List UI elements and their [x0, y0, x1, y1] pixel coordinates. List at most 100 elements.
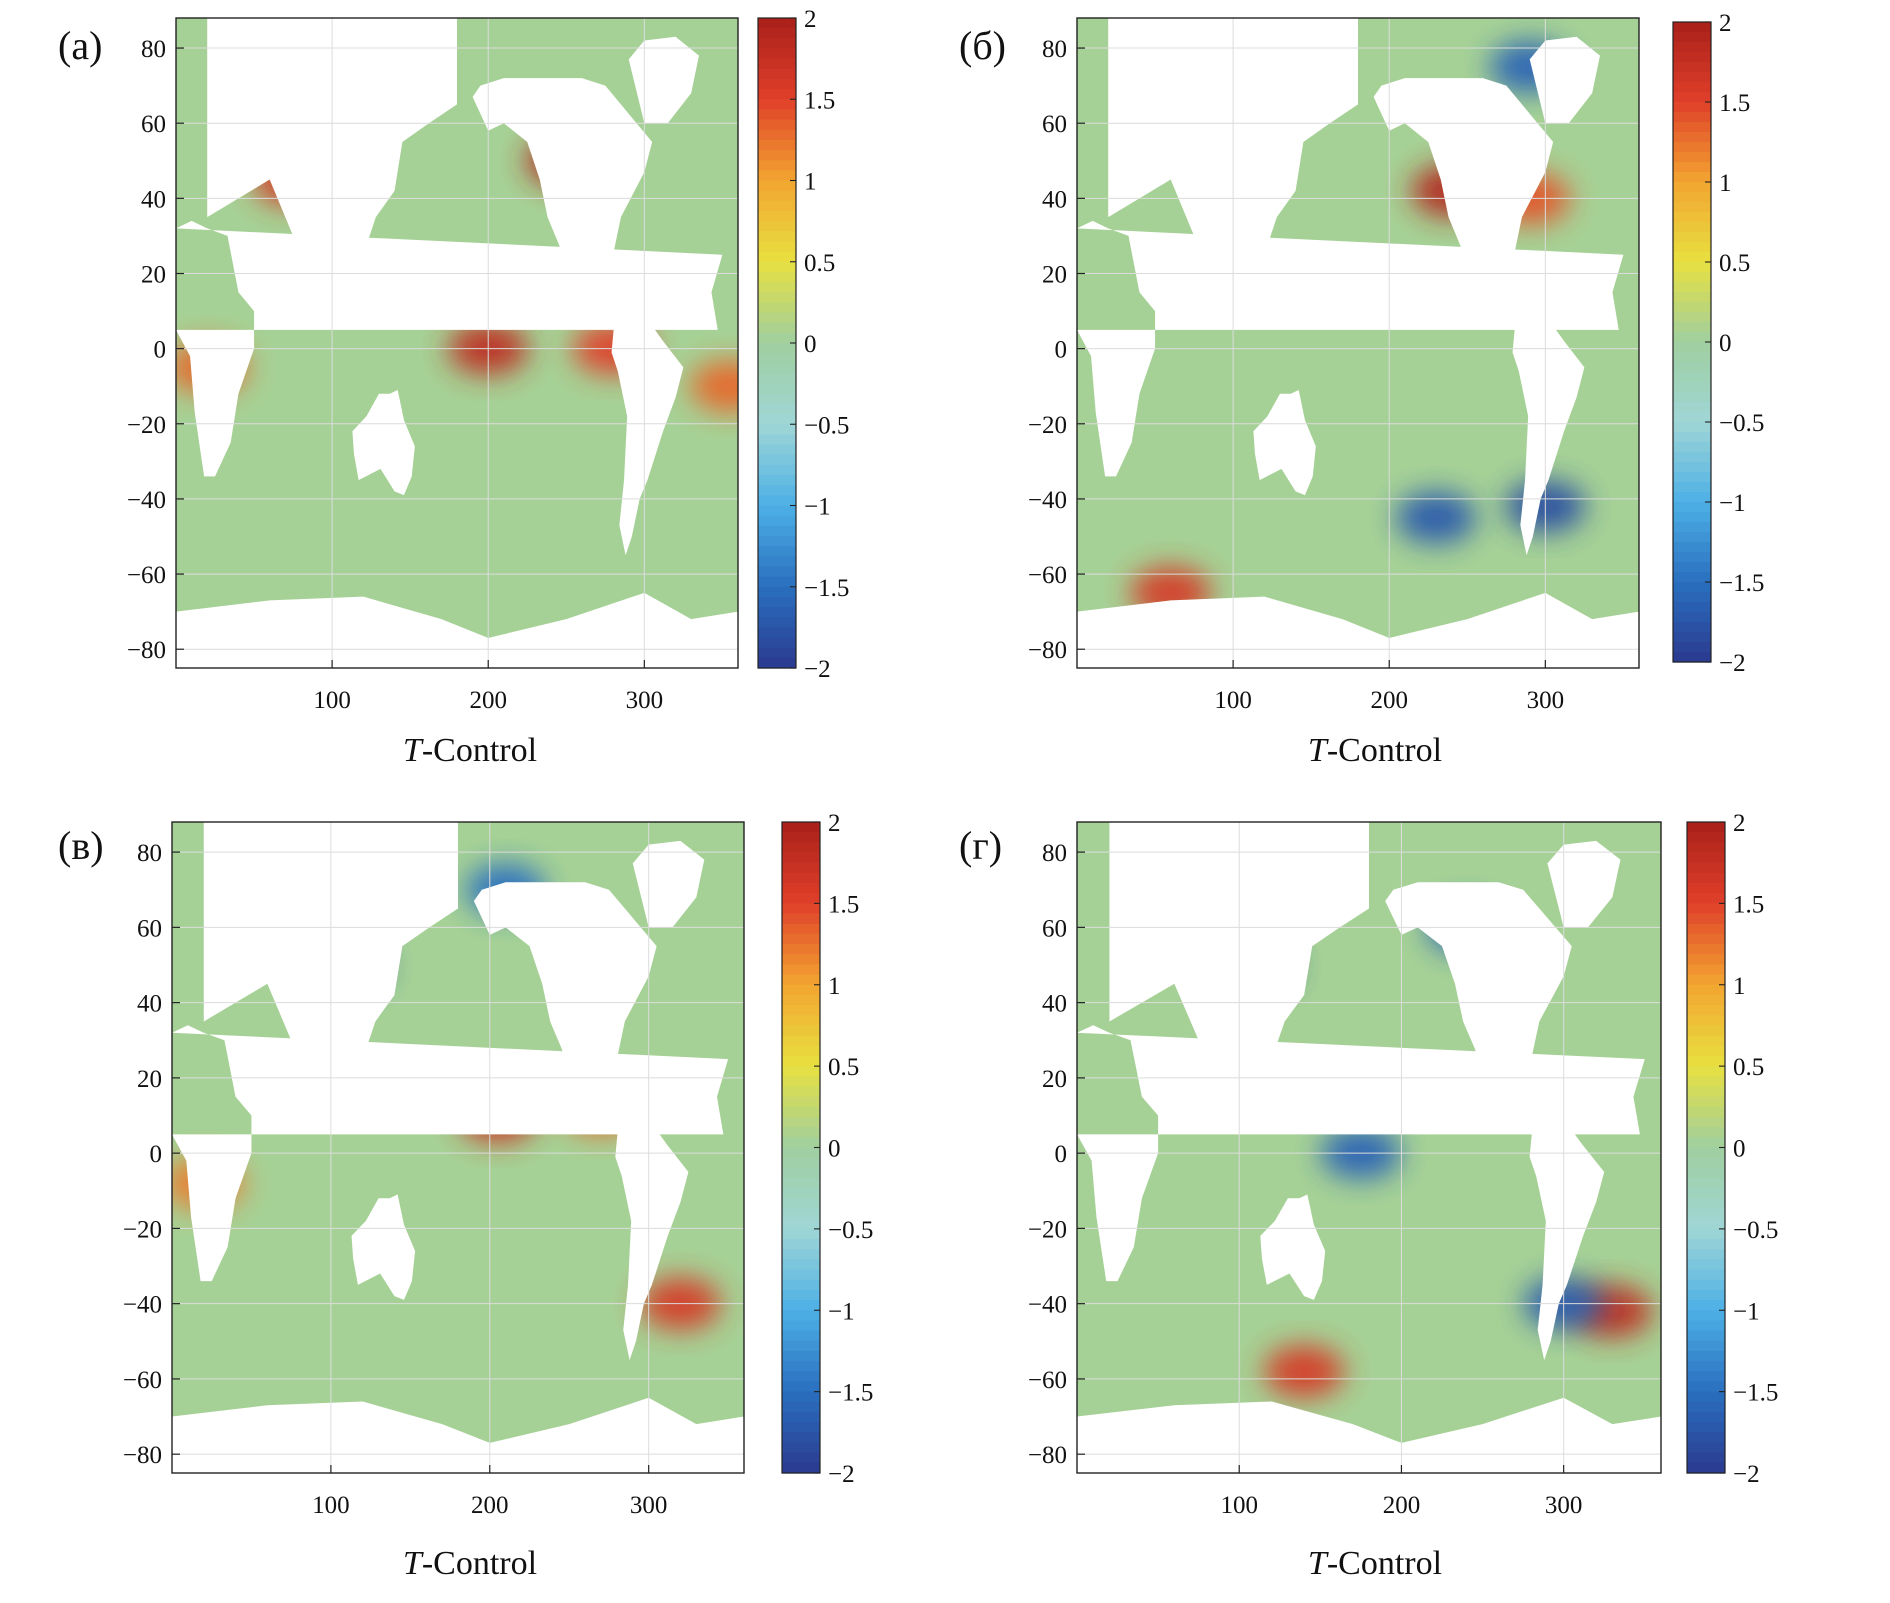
colorbar-step — [758, 383, 796, 395]
colorbar-step — [758, 312, 796, 324]
x-tick-label: 200 — [471, 1492, 509, 1519]
panel-label: (б) — [959, 23, 1006, 68]
colorbar-step — [1687, 1167, 1725, 1179]
colorbar-step — [1687, 1218, 1725, 1230]
colorbar-step — [1687, 1269, 1725, 1281]
land-mask-greenland — [1547, 840, 1621, 928]
colorbar-step — [782, 964, 820, 976]
x-tick-label: 300 — [1545, 1492, 1583, 1519]
colorbar-tick-label: 2 — [804, 6, 817, 33]
colorbar-step — [1687, 1228, 1725, 1240]
y-tick-label: 80 — [1042, 840, 1067, 867]
colorbar-step — [758, 332, 796, 344]
colorbar-step — [1673, 92, 1711, 103]
colorbar-step — [758, 414, 796, 425]
colorbar-step — [1673, 182, 1711, 193]
colorbar-step — [1673, 362, 1711, 373]
anomaly-hotspot — [1264, 1345, 1345, 1398]
colorbar-step — [1673, 282, 1711, 293]
colorbar-step — [782, 1442, 820, 1454]
plot-frame — [175, 17, 739, 669]
colorbar-step — [758, 292, 796, 303]
land-mask-samerica — [1529, 1107, 1605, 1361]
colorbar-step — [1687, 994, 1725, 1006]
colorbar-step — [782, 1147, 820, 1159]
x-axis-label: T-Control — [1275, 1545, 1475, 1583]
colorbar-step — [782, 1086, 820, 1098]
y-tick-label: −40 — [1028, 487, 1067, 514]
colorbar-step — [782, 1422, 820, 1433]
colorbar-step — [1673, 22, 1711, 33]
colorbar-step — [1687, 1371, 1725, 1383]
colorbar-step — [1673, 642, 1711, 653]
colorbar-step — [782, 1025, 820, 1037]
colorbar-step — [758, 139, 796, 151]
plot-frame — [1076, 821, 1662, 1474]
colorbar-tick-label: −1.5 — [804, 575, 849, 602]
colorbar-step — [1687, 923, 1725, 935]
x-axis-label-suffix: -Control — [421, 732, 538, 769]
colorbar-step — [782, 1106, 820, 1118]
colorbar-step — [782, 1391, 820, 1403]
colorbar-tick-label: −1.5 — [1719, 570, 1764, 597]
land-mask-samerica — [611, 303, 684, 556]
colorbar-step — [1673, 32, 1711, 43]
colorbar-step — [1673, 592, 1711, 603]
colorbar-tick-label: 0.5 — [1719, 250, 1750, 277]
colorbar-tick-label: 0 — [1719, 330, 1732, 357]
colorbar-step — [782, 954, 820, 966]
colorbar-step — [1687, 1096, 1725, 1108]
x-axis-label-suffix: -Control — [421, 1545, 538, 1582]
x-tick-label: 100 — [313, 687, 351, 714]
colorbar-step — [1673, 232, 1711, 243]
colorbar-step — [1673, 342, 1711, 353]
colorbar-step — [782, 862, 820, 874]
colorbar-step — [1687, 1086, 1725, 1098]
colorbar-step — [782, 1320, 820, 1332]
colorbar-step — [782, 1310, 820, 1322]
colorbar-step — [758, 271, 796, 283]
colorbar-step — [1687, 1045, 1725, 1057]
colorbar-step — [1687, 852, 1725, 864]
colorbar-step — [1687, 1239, 1725, 1250]
colorbar-step — [758, 373, 796, 385]
colorbar-step — [782, 1116, 820, 1128]
colorbar-step — [1687, 974, 1725, 986]
colorbar-step — [1687, 1137, 1725, 1149]
x-tick-label: 200 — [1370, 687, 1408, 714]
land-mask-africa — [176, 220, 723, 477]
colorbar-tick-label: 0.5 — [828, 1054, 859, 1081]
y-tick-label: −80 — [1028, 1442, 1067, 1469]
colorbar-step — [782, 994, 820, 1006]
colorbar-step — [1687, 1401, 1725, 1413]
y-tick-label: 0 — [154, 337, 167, 364]
colorbar-step — [782, 832, 820, 843]
colorbar-step — [1673, 152, 1711, 163]
colorbar-step — [782, 822, 820, 833]
y-tick-label: −60 — [123, 1367, 162, 1394]
y-tick-label: 20 — [1042, 1066, 1067, 1093]
colorbar-step — [758, 485, 796, 496]
colorbar-tick-label: −0.5 — [1719, 410, 1764, 437]
colorbar-step — [1673, 162, 1711, 173]
colorbar-step — [1687, 1015, 1725, 1027]
y-tick-label: −40 — [127, 487, 166, 514]
colorbar-tick-label: −1 — [804, 494, 831, 521]
colorbar-step — [1687, 1035, 1725, 1047]
y-tick-label: 20 — [1042, 261, 1067, 288]
colorbar-step — [1673, 652, 1711, 663]
colorbar-step — [758, 190, 796, 202]
colorbar-tick-label: 0 — [828, 1136, 841, 1163]
land-mask-namerica — [473, 882, 657, 1086]
colorbar-step — [1673, 142, 1711, 153]
land-mask-namerica — [1373, 78, 1554, 282]
colorbar-step — [1687, 893, 1725, 904]
map-field — [1077, 822, 1661, 1473]
colorbar-step — [758, 322, 796, 334]
x-axis-label-variable: T — [1307, 732, 1327, 769]
colorbar-step — [1673, 302, 1711, 313]
colorbar-step — [1687, 1422, 1725, 1433]
y-tick-label: 80 — [137, 840, 162, 867]
y-tick-label: 0 — [1055, 337, 1068, 364]
colorbar-step — [758, 18, 796, 29]
